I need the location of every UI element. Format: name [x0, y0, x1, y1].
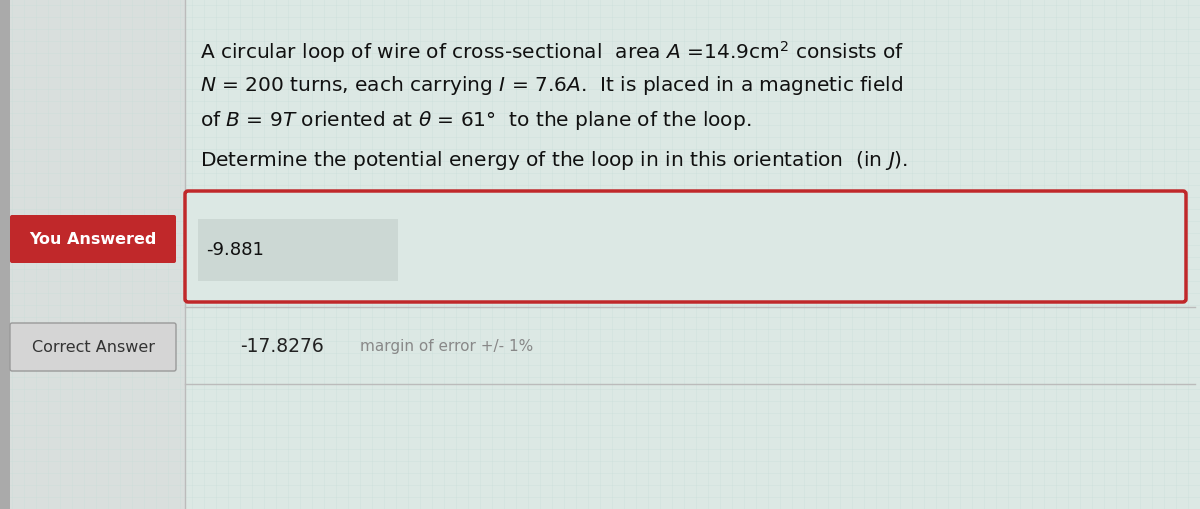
Text: $N$ = 200 turns, each carrying $I$ = 7.6$A$.  It is placed in a magnetic field: $N$ = 200 turns, each carrying $I$ = 7.6…	[200, 74, 904, 97]
Text: A circular loop of wire of cross-sectional  area $A$ =14.9cm$^2$ consists of: A circular loop of wire of cross-section…	[200, 39, 905, 65]
Text: Correct Answer: Correct Answer	[31, 340, 155, 354]
Text: -9.881: -9.881	[206, 241, 264, 259]
FancyBboxPatch shape	[10, 215, 176, 263]
FancyBboxPatch shape	[10, 323, 176, 371]
Text: You Answered: You Answered	[29, 232, 157, 246]
Bar	[0, 0, 10, 509]
Text: margin of error +/- 1%: margin of error +/- 1%	[360, 340, 533, 354]
Text: of $B$ = 9$T$ oriented at $\theta$ = 61°  to the plane of the loop.: of $B$ = 9$T$ oriented at $\theta$ = 61°…	[200, 109, 751, 132]
FancyBboxPatch shape	[185, 191, 1186, 302]
Bar	[10, 0, 185, 509]
Text: Determine the potential energy of the loop in in this orientation  (in $J$).: Determine the potential energy of the lo…	[200, 149, 908, 172]
Bar	[198, 219, 398, 281]
Text: -17.8276: -17.8276	[240, 337, 324, 356]
